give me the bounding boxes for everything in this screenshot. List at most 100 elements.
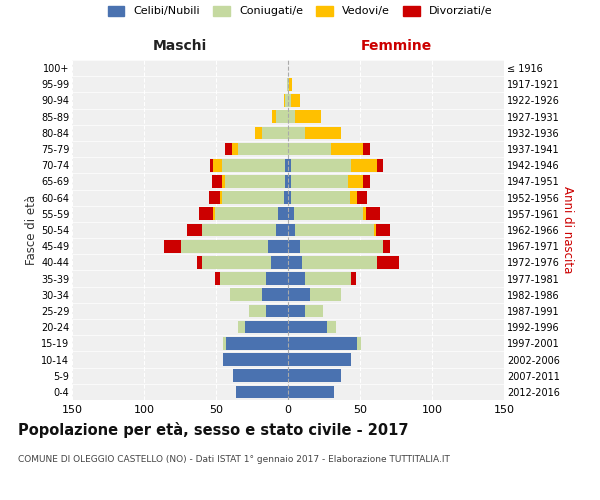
- Bar: [363, 175, 370, 188]
- Bar: [288, 353, 352, 366]
- Bar: [288, 304, 305, 318]
- Bar: [310, 288, 341, 301]
- Text: Femmine: Femmine: [361, 38, 431, 52]
- Bar: [374, 224, 376, 236]
- Bar: [224, 142, 232, 156]
- Bar: [289, 78, 292, 90]
- Bar: [213, 208, 215, 220]
- Bar: [212, 175, 222, 188]
- Bar: [288, 256, 302, 268]
- Bar: [238, 321, 245, 334]
- Bar: [288, 142, 331, 156]
- Bar: [223, 353, 288, 366]
- Bar: [366, 208, 380, 220]
- Bar: [236, 386, 288, 398]
- Bar: [223, 337, 226, 349]
- Bar: [288, 337, 357, 349]
- Bar: [291, 192, 350, 204]
- Bar: [377, 256, 399, 268]
- Bar: [302, 256, 377, 268]
- Bar: [291, 94, 299, 107]
- Y-axis label: Fasce di età: Fasce di età: [25, 195, 38, 265]
- Bar: [291, 175, 349, 188]
- Bar: [266, 272, 288, 285]
- Bar: [210, 159, 213, 172]
- Bar: [199, 208, 213, 220]
- Bar: [245, 321, 288, 334]
- Bar: [268, 240, 288, 252]
- Bar: [222, 192, 284, 204]
- Bar: [284, 192, 288, 204]
- Bar: [202, 224, 277, 236]
- Bar: [305, 272, 352, 285]
- Bar: [288, 94, 291, 107]
- Bar: [220, 192, 222, 204]
- Bar: [288, 126, 305, 139]
- Bar: [291, 159, 352, 172]
- Bar: [262, 288, 288, 301]
- Bar: [238, 142, 288, 156]
- Bar: [202, 256, 271, 268]
- Bar: [222, 175, 224, 188]
- Bar: [288, 321, 327, 334]
- Bar: [285, 94, 288, 107]
- Bar: [215, 208, 278, 220]
- Bar: [288, 240, 299, 252]
- Bar: [197, 256, 202, 268]
- Bar: [213, 159, 222, 172]
- Bar: [278, 208, 288, 220]
- Bar: [285, 175, 288, 188]
- Bar: [383, 240, 390, 252]
- Bar: [350, 192, 357, 204]
- Bar: [220, 272, 266, 285]
- Bar: [288, 272, 305, 285]
- Bar: [295, 224, 374, 236]
- Bar: [232, 142, 238, 156]
- Bar: [294, 208, 363, 220]
- Bar: [226, 337, 288, 349]
- Bar: [288, 288, 310, 301]
- Bar: [352, 159, 377, 172]
- Bar: [164, 240, 181, 252]
- Bar: [224, 175, 285, 188]
- Bar: [352, 272, 356, 285]
- Text: Popolazione per età, sesso e stato civile - 2017: Popolazione per età, sesso e stato civil…: [18, 422, 409, 438]
- Bar: [357, 337, 361, 349]
- Bar: [349, 175, 363, 188]
- Bar: [288, 110, 295, 123]
- Bar: [299, 240, 383, 252]
- Bar: [230, 288, 262, 301]
- Bar: [272, 110, 277, 123]
- Bar: [215, 272, 220, 285]
- Bar: [377, 159, 383, 172]
- Bar: [209, 192, 220, 204]
- Bar: [277, 110, 288, 123]
- Bar: [363, 208, 366, 220]
- Bar: [284, 94, 285, 107]
- Text: Maschi: Maschi: [153, 38, 207, 52]
- Bar: [288, 175, 291, 188]
- Legend: Celibi/Nubili, Coniugati/e, Vedovi/e, Divorziati/e: Celibi/Nubili, Coniugati/e, Vedovi/e, Di…: [108, 6, 492, 16]
- Bar: [187, 224, 202, 236]
- Bar: [288, 159, 291, 172]
- Bar: [288, 192, 291, 204]
- Bar: [233, 370, 288, 382]
- Bar: [266, 304, 288, 318]
- Bar: [262, 126, 288, 139]
- Bar: [288, 208, 294, 220]
- Bar: [357, 192, 367, 204]
- Bar: [288, 386, 334, 398]
- Bar: [287, 78, 288, 90]
- Bar: [271, 256, 288, 268]
- Bar: [376, 224, 390, 236]
- Bar: [305, 304, 323, 318]
- Bar: [288, 370, 341, 382]
- Text: COMUNE DI OLEGGIO CASTELLO (NO) - Dati ISTAT 1° gennaio 2017 - Elaborazione TUTT: COMUNE DI OLEGGIO CASTELLO (NO) - Dati I…: [18, 455, 450, 464]
- Bar: [295, 110, 321, 123]
- Bar: [249, 304, 266, 318]
- Bar: [277, 224, 288, 236]
- Bar: [255, 126, 262, 139]
- Bar: [327, 321, 335, 334]
- Y-axis label: Anni di nascita: Anni di nascita: [560, 186, 574, 274]
- Bar: [222, 159, 285, 172]
